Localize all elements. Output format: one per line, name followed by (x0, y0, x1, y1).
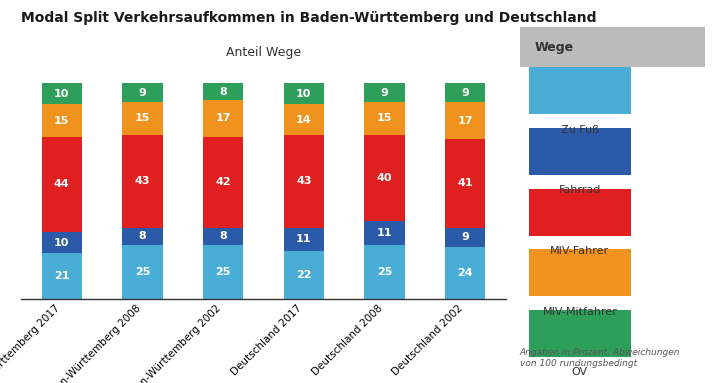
Text: MIV-Fahrer: MIV-Fahrer (550, 246, 609, 256)
Title: Anteil Wege: Anteil Wege (226, 46, 301, 59)
Text: 8: 8 (219, 231, 227, 241)
Bar (203, 137, 244, 228)
Bar (365, 83, 404, 102)
Text: 17: 17 (215, 113, 231, 123)
Text: 11: 11 (296, 234, 312, 244)
Text: 10: 10 (296, 88, 311, 99)
Text: 17: 17 (457, 116, 473, 126)
Bar (41, 232, 82, 254)
Text: 24: 24 (457, 268, 473, 278)
Text: 15: 15 (377, 113, 392, 123)
Bar (445, 139, 486, 228)
Bar (203, 100, 244, 137)
Bar (122, 102, 162, 135)
Text: 9: 9 (138, 88, 147, 98)
Bar (122, 135, 162, 228)
Bar (41, 83, 82, 105)
FancyBboxPatch shape (529, 128, 631, 175)
Text: 10: 10 (54, 88, 69, 99)
Bar (122, 228, 162, 245)
FancyBboxPatch shape (529, 188, 631, 236)
Bar (203, 245, 244, 299)
Bar (41, 137, 82, 232)
Text: 22: 22 (296, 270, 312, 280)
Text: 25: 25 (135, 267, 150, 277)
Bar (283, 105, 324, 135)
Bar (365, 135, 404, 221)
FancyBboxPatch shape (529, 249, 631, 296)
Bar (122, 245, 162, 299)
Text: Zu Fuß: Zu Fuß (561, 124, 599, 134)
Text: 10: 10 (54, 237, 69, 248)
Text: Angaben in Prozent, Abweichungen
von 100 rundungsbedingt: Angaben in Prozent, Abweichungen von 100… (520, 348, 680, 368)
Bar (365, 221, 404, 245)
Text: MIV-Mitfahrer: MIV-Mitfahrer (543, 306, 617, 317)
Text: Fahrrad: Fahrrad (559, 185, 601, 195)
FancyBboxPatch shape (529, 67, 631, 115)
Text: 9: 9 (380, 88, 389, 98)
Bar (445, 83, 486, 102)
Bar (445, 102, 486, 139)
Text: Modal Split Verkehrsaufkommen in Baden-Württemberg und Deutschland: Modal Split Verkehrsaufkommen in Baden-W… (21, 11, 597, 26)
Text: 43: 43 (296, 176, 312, 186)
Text: 42: 42 (215, 177, 231, 187)
Text: 15: 15 (135, 113, 150, 123)
Bar (41, 254, 82, 299)
Bar (283, 135, 324, 228)
Text: 25: 25 (216, 267, 231, 277)
Text: 43: 43 (135, 176, 150, 186)
Text: 41: 41 (457, 178, 473, 188)
Text: 25: 25 (377, 267, 392, 277)
Text: 8: 8 (219, 87, 227, 97)
Text: 9: 9 (461, 232, 469, 242)
Bar (122, 83, 162, 102)
Bar (365, 102, 404, 135)
Bar (445, 247, 486, 299)
Text: 15: 15 (54, 116, 69, 126)
Text: 8: 8 (139, 231, 146, 241)
Bar (41, 105, 82, 137)
Bar (203, 83, 244, 100)
Text: ÖV: ÖV (572, 367, 588, 377)
Text: 14: 14 (296, 115, 312, 124)
Text: 21: 21 (54, 271, 70, 281)
Bar (445, 228, 486, 247)
Bar (365, 245, 404, 299)
Bar (283, 251, 324, 299)
Text: 11: 11 (377, 228, 392, 238)
Bar (203, 228, 244, 245)
Bar (283, 83, 324, 105)
Text: 44: 44 (54, 179, 70, 189)
Text: 9: 9 (461, 88, 469, 98)
FancyBboxPatch shape (520, 27, 705, 67)
Bar (283, 228, 324, 251)
Text: Wege: Wege (535, 41, 574, 54)
FancyBboxPatch shape (529, 310, 631, 357)
Text: 40: 40 (377, 173, 392, 183)
